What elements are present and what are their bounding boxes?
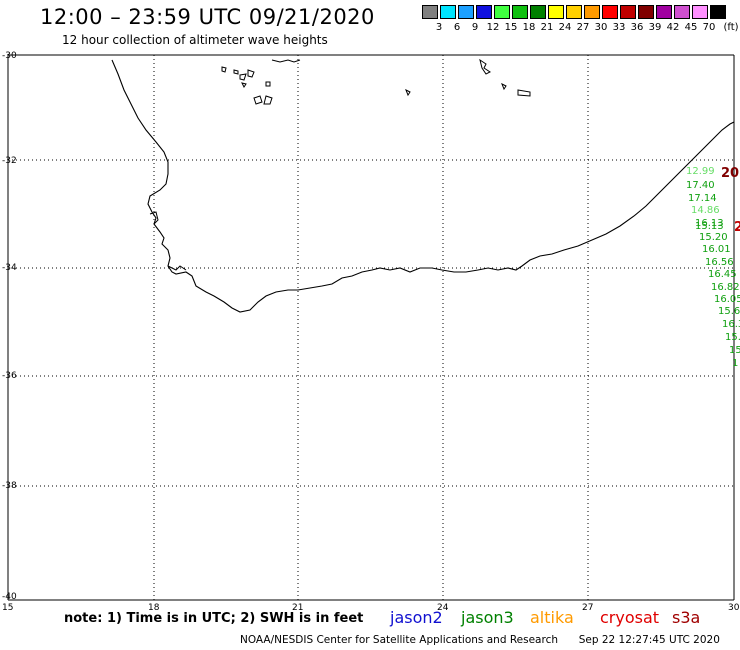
wave-height-value: 17.40 [686,180,715,191]
legend-swatch [692,5,708,19]
legend-swatch [530,5,546,19]
legend-label: 21 [540,22,554,33]
lat-label: -36 [2,371,17,381]
graticule [8,55,734,600]
south-africa-coastline [111,59,735,313]
lat-label: -34 [2,263,17,273]
lon-label: 15 [2,603,14,613]
wave-height-value: 2 [734,220,740,235]
legend-label: 30 [594,22,608,33]
coastline-detail [149,211,187,271]
legend-label: 15 [504,22,518,33]
wave-height-value: 12.99 [686,166,715,177]
legend-swatch [476,5,492,19]
wave-height-value: 16.56 [705,257,734,268]
legend-swatch [584,5,600,19]
legend-unit: (ft) [723,22,739,33]
wave-height-value: 14.86 [691,205,720,216]
wave-height-value: 16.01 [702,244,731,255]
legend-label: 3 [435,22,443,33]
wave-height-value: 15.6 [718,306,740,317]
legend-label: 27 [576,22,590,33]
wave-height-value: 16.13 [695,218,724,229]
wave-height-value: 15. [725,332,740,343]
satellite-label-jason3: jason3 [461,608,514,627]
satellite-label-cryosat: cryosat [600,608,660,627]
wave-height-value: 16.45 [708,269,737,280]
lon-label: 21 [292,603,304,613]
legend-label: 42 [666,22,680,33]
legend-swatch [674,5,690,19]
page-subtitle: 12 hour collection of altimeter wave hei… [62,33,328,47]
legend-swatch [494,5,510,19]
wave-height-value: 16.3 [722,319,740,330]
legend-label: 24 [558,22,572,33]
legend-swatch [440,5,456,19]
satellite-label-altika: altika [530,608,574,627]
wave-height-value: 17.14 [688,193,717,204]
lon-label: 27 [582,603,594,613]
lat-label: -32 [2,156,17,166]
page-title: 12:00 – 23:59 UTC 09/21/2020 [40,5,375,29]
lat-label: -30 [2,51,17,61]
wave-height-value: 16.82 [711,282,740,293]
satellite-label-s3a: s3a [672,608,701,627]
legend-swatch [602,5,618,19]
legend-swatch [656,5,672,19]
legend-swatch [548,5,564,19]
legend-swatch [710,5,726,19]
legend-swatch [458,5,474,19]
legend-label: 9 [471,22,479,33]
footer-credit: NOAA/NESDIS Center for Satellite Applica… [240,634,558,646]
footer: NOAA/NESDIS Center for Satellite Applica… [240,634,720,646]
wave-height-value: 16.05 [714,294,740,305]
legend-label: 39 [648,22,662,33]
wave-height-value: 15 [729,345,740,356]
legend-swatch [620,5,636,19]
satellite-label-jason2: jason2 [390,608,443,627]
legend-label: 33 [612,22,626,33]
wave-height-value: 15.20 [699,232,728,243]
lat-label: -40 [2,592,17,602]
legend-label: 70 [702,22,716,33]
lon-label: 30 [728,603,740,613]
footer-timestamp: Sep 22 12:27:45 UTC 2020 [578,634,720,646]
lon-label: 18 [148,603,160,613]
lon-label: 24 [437,603,449,613]
islands [221,58,531,105]
wave-height-value: 20 [721,166,740,181]
note-text: note: 1) Time is in UTC; 2) SWH is in fe… [64,611,364,626]
legend-swatch [638,5,654,19]
legend-swatch [422,5,438,19]
legend-label: 6 [453,22,461,33]
legend-swatch [512,5,528,19]
legend-label: 18 [522,22,536,33]
lat-label: -38 [2,481,17,491]
wave-height-value: 1 [732,358,739,369]
legend-label: 45 [684,22,698,33]
legend-label: 36 [630,22,644,33]
wave-height-value: 15.13 [695,221,724,232]
legend-label: 12 [486,22,500,33]
legend-swatch [566,5,582,19]
